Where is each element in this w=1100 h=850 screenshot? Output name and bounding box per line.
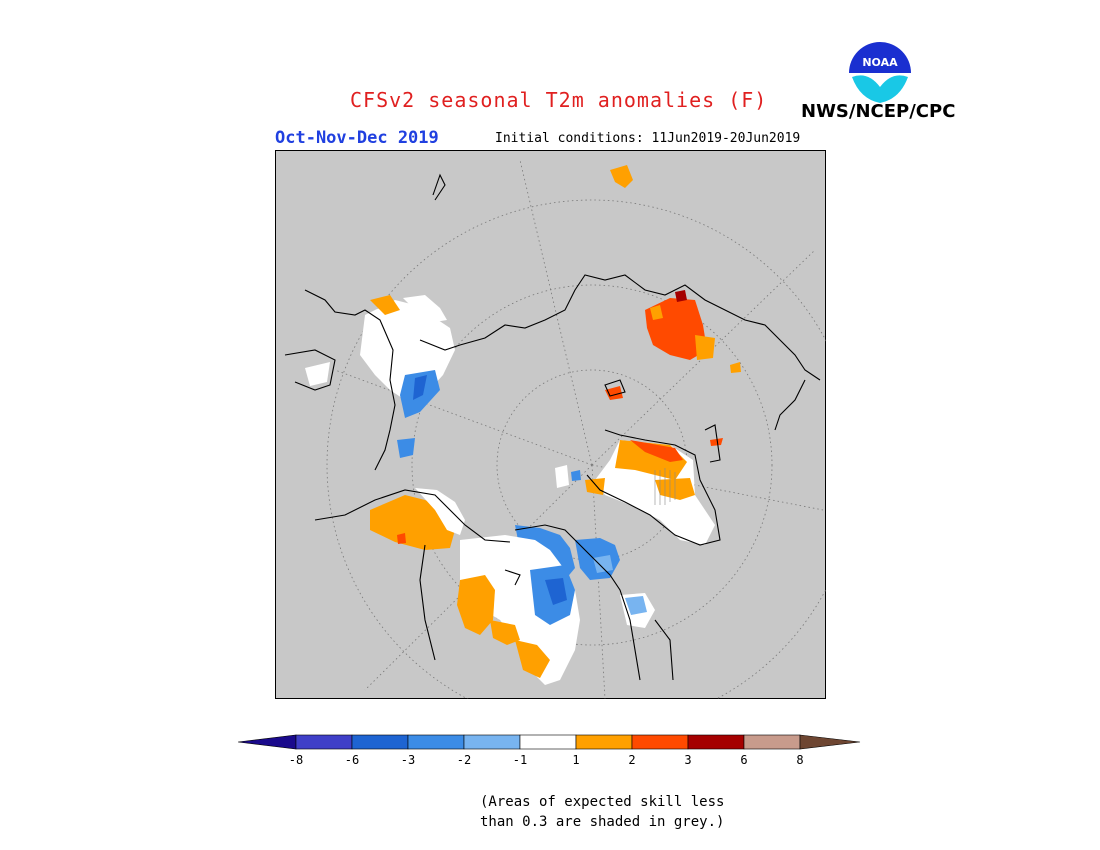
coastlines bbox=[284, 173, 821, 681]
colorbar-swatch bbox=[743, 734, 801, 750]
colorbar-swatch bbox=[295, 734, 353, 750]
colorbar-swatch bbox=[631, 734, 689, 750]
colorbar-swatch bbox=[351, 734, 409, 750]
noaa-logo-text: NOAA bbox=[862, 56, 898, 69]
colorbar-tick-label: -1 bbox=[513, 753, 527, 767]
colorbar-swatch bbox=[407, 734, 465, 750]
colorbar-tick-label: -2 bbox=[457, 753, 471, 767]
grey-hatching bbox=[654, 468, 676, 505]
initial-conditions-label: Initial conditions: 11Jun2019-20Jun2019 bbox=[495, 131, 801, 146]
colorbar-tick-label: 6 bbox=[740, 753, 747, 767]
colorbar-tick-label: 8 bbox=[796, 753, 803, 767]
colorbar: -8 -6 -3 -2 -1 1 2 3 6 8 bbox=[238, 734, 861, 767]
colorbar-swatch bbox=[575, 734, 633, 750]
colorbar-tick-label: -6 bbox=[345, 753, 359, 767]
colorbar-swatch bbox=[463, 734, 521, 750]
noaa-logo: NOAA bbox=[849, 42, 911, 104]
anomaly-shading bbox=[305, 165, 741, 685]
skill-footnote: (Areas of expected skill less than 0.3 ar… bbox=[480, 792, 724, 832]
colorbar-tick-label: -3 bbox=[401, 753, 415, 767]
footnote-line-1: (Areas of expected skill less bbox=[480, 794, 725, 810]
colorbar-tick-label: 1 bbox=[572, 753, 579, 767]
colorbar-arrow-low bbox=[238, 734, 297, 750]
colorbar-swatches bbox=[238, 734, 861, 750]
season-label: Oct-Nov-Dec 2019 bbox=[275, 128, 439, 148]
colorbar-tick-labels: -8 -6 -3 -2 -1 1 2 3 6 8 bbox=[289, 753, 804, 767]
colorbar-swatch bbox=[519, 734, 577, 750]
map-title: CFSv2 seasonal T2m anomalies (F) bbox=[350, 88, 768, 112]
organization-label: NWS/NCEP/CPC bbox=[801, 101, 956, 122]
colorbar-tick-label: 2 bbox=[628, 753, 635, 767]
colorbar-swatch bbox=[687, 734, 745, 750]
colorbar-tick-label: -8 bbox=[289, 753, 303, 767]
polar-anomaly-map bbox=[275, 150, 826, 699]
footnote-line-2: than 0.3 are shaded in grey.) bbox=[480, 814, 725, 830]
colorbar-arrow-high bbox=[799, 734, 861, 750]
colorbar-tick-label: 3 bbox=[684, 753, 691, 767]
